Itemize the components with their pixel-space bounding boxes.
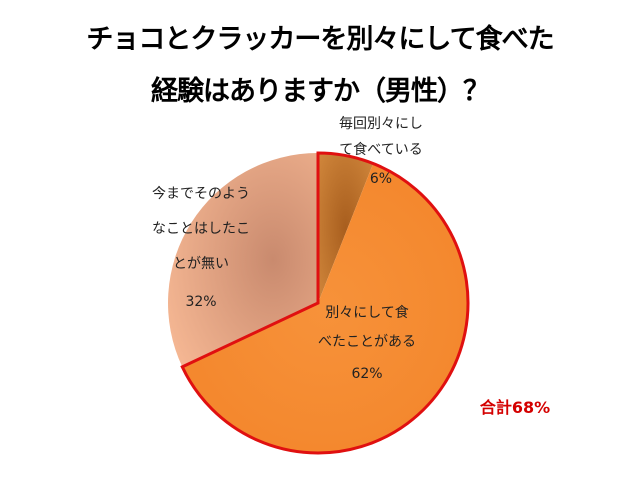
highlight-outline xyxy=(180,151,470,455)
chart-title: チョコとクラッカーを別々にして食べた 経験はありますか（男性）？ xyxy=(0,14,640,118)
pie-slice-label-1: 毎回別々にして食べている 6% xyxy=(339,116,423,187)
pie-slice-2 xyxy=(182,163,469,453)
total-label: 合計68% xyxy=(480,398,550,417)
pie-slice-1 xyxy=(318,153,374,303)
pie-slice-label-3: 今までそのようなことはしたことが無い 32% xyxy=(152,186,250,310)
chart-title-line-2: 経験はありますか（男性）？ xyxy=(151,76,490,107)
chart-title-line-1: チョコとクラッカーを別々にして食べた xyxy=(86,24,554,55)
pie-slice-3 xyxy=(168,153,318,367)
pie-slice-label-2: 別々にして食べたことがある 62% xyxy=(318,304,416,382)
